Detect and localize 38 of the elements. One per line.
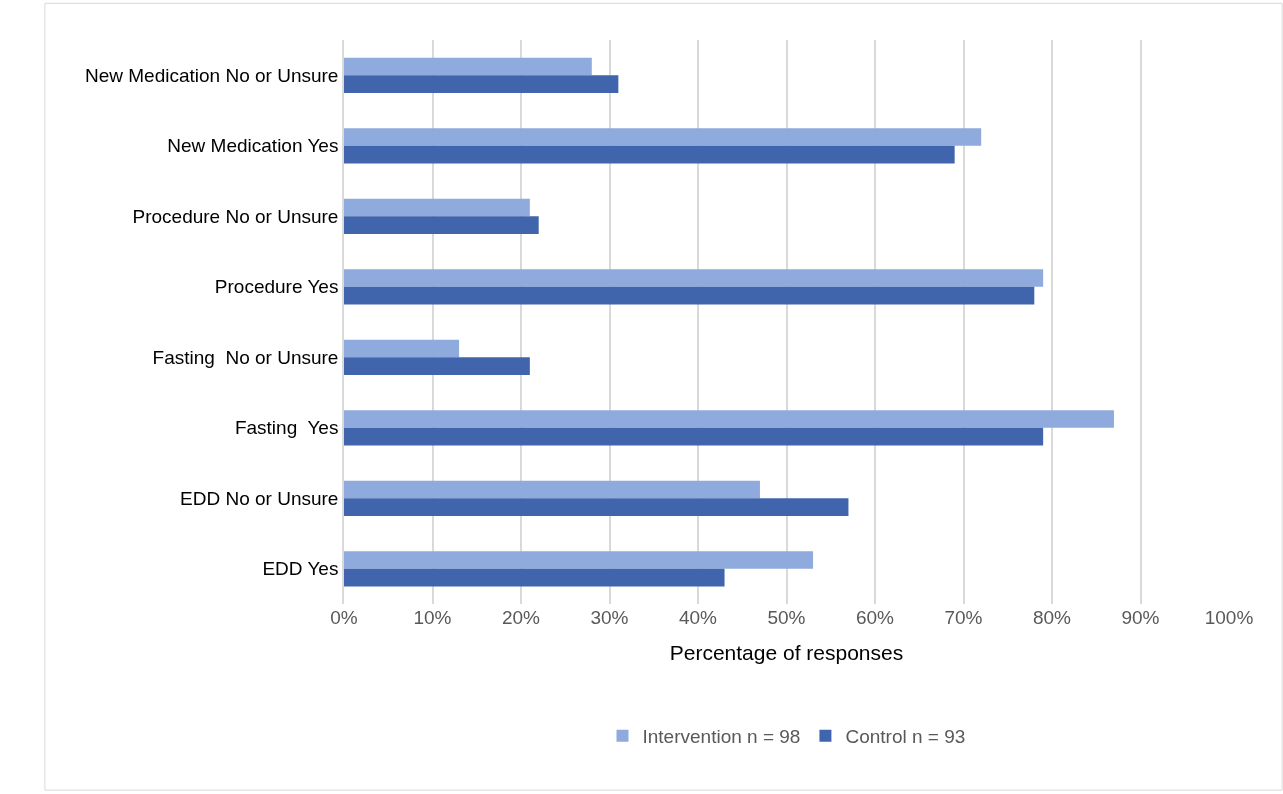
bar: [344, 75, 619, 93]
bar: [344, 339, 460, 358]
y-tick-label: New Medication Yes: [167, 135, 339, 157]
bar: [344, 498, 849, 516]
bar: [344, 480, 760, 499]
x-tick-label: 0%: [330, 607, 358, 628]
bar: [344, 128, 982, 146]
bar: [344, 269, 1044, 287]
x-tick-label: 60%: [855, 607, 895, 628]
x-tick-label: 70%: [944, 607, 983, 628]
x-tick-label: 20%: [501, 607, 541, 628]
bar: [344, 198, 530, 217]
y-tick-label: EDD Yes: [262, 558, 339, 580]
bar: [344, 410, 1114, 428]
x-axis-title: Percentage of responses: [669, 641, 904, 665]
y-tick-label: Fasting Yes: [234, 417, 339, 439]
legend-label: Control n = 93: [845, 726, 966, 748]
x-tick-label: 50%: [767, 607, 806, 628]
x-tick-label: 90%: [1121, 607, 1160, 628]
x-tick-label: 30%: [590, 607, 629, 628]
x-tick-label: 40%: [678, 607, 718, 628]
y-tick-label: EDD No or Unsure: [180, 487, 339, 509]
y-tick-label: Procedure Yes: [214, 276, 339, 298]
bar: [344, 551, 814, 569]
x-tick-label: 10%: [413, 607, 452, 628]
bar: [344, 216, 539, 234]
y-tick-label: New Medication No or Unsure: [85, 64, 339, 86]
x-tick-label: 80%: [1032, 607, 1072, 628]
bar: [344, 568, 725, 587]
y-tick-label: Procedure No or Unsure: [132, 205, 339, 227]
bar: [344, 427, 1044, 446]
bar: [344, 357, 530, 375]
bar: [344, 57, 592, 76]
legend-label: Intervention n = 98: [642, 726, 801, 748]
bar: [344, 145, 955, 164]
y-tick-label: Fasting No or Unsure: [152, 346, 339, 368]
bar: [344, 286, 1035, 305]
x-tick-label: 100%: [1204, 607, 1254, 628]
